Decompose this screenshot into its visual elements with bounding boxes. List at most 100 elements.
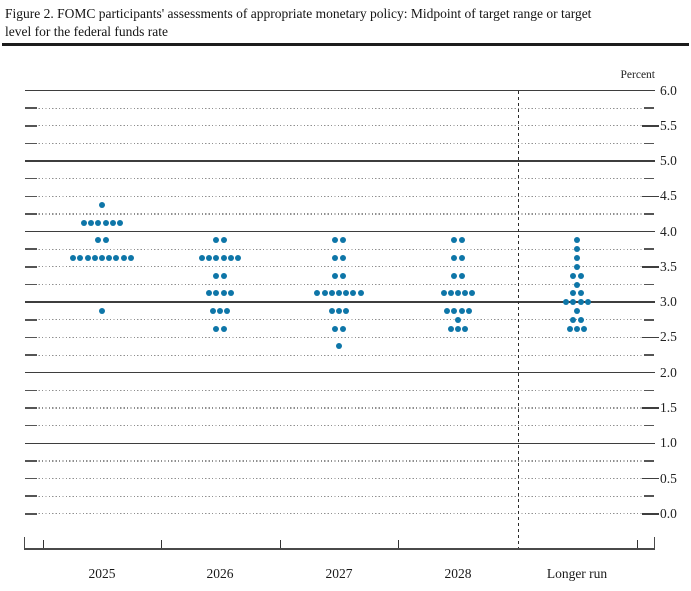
policy-rate-dot [339, 325, 346, 332]
policy-rate-dot [102, 237, 109, 244]
policy-rate-dot [454, 325, 461, 332]
dot-row [574, 281, 580, 288]
dot-row [81, 219, 123, 226]
policy-rate-dot [127, 255, 134, 262]
gridline-dotted [25, 266, 642, 268]
gridline-dotted [25, 513, 642, 515]
gridline-dotted [25, 425, 642, 427]
policy-rate-dot [332, 325, 339, 332]
policy-rate-dot [332, 255, 339, 262]
y-tick-label: 2.5 [660, 329, 677, 345]
policy-rate-dot [206, 290, 213, 297]
policy-rate-dot [343, 290, 350, 297]
policy-rate-dot [95, 237, 102, 244]
gridline-right-tick [644, 354, 654, 356]
gridline-left-tick [25, 142, 37, 145]
dot-row [574, 246, 580, 253]
policy-rate-dot [99, 202, 105, 209]
gridline-right-tick [642, 477, 659, 480]
policy-rate-dot [321, 290, 328, 297]
dot-row [332, 272, 346, 279]
dot-row [574, 263, 580, 270]
policy-rate-dot [577, 299, 584, 306]
dot-row [563, 299, 591, 306]
policy-rate-dot [458, 308, 465, 314]
x-category-label: 2025 [88, 566, 116, 581]
gridline-right-tick [642, 266, 659, 268]
policy-rate-dot [328, 290, 335, 297]
policy-rate-dot [465, 308, 472, 314]
dot-row [574, 255, 580, 262]
x-axis-end-bracket [653, 537, 656, 548]
gridline-dotted [25, 319, 642, 321]
dot-row [451, 255, 465, 262]
dot-row [209, 308, 231, 314]
policy-rate-dot [213, 325, 220, 332]
gridline-left-tick [25, 424, 37, 427]
gridline-dotted [25, 477, 642, 480]
gridline-right-tick [644, 177, 654, 180]
gridline-dotted [25, 495, 642, 497]
dot-row [332, 255, 346, 262]
policy-rate-dot [566, 325, 573, 332]
policy-rate-dot [332, 272, 339, 279]
gridline-dotted [25, 213, 642, 215]
policy-rate-dot [213, 237, 220, 244]
gridline-solid [25, 372, 655, 374]
policy-rate-dot [227, 290, 234, 297]
gridline-solid [25, 89, 655, 92]
policy-rate-dot [584, 299, 591, 306]
policy-rate-dot [469, 290, 476, 297]
y-tick-label: 6.0 [660, 82, 677, 98]
policy-rate-dot [570, 290, 577, 297]
dot-row [574, 308, 580, 314]
policy-rate-dot [343, 308, 350, 314]
policy-rate-dot [570, 299, 577, 306]
policy-rate-dot [120, 255, 127, 262]
policy-rate-dot [454, 290, 461, 297]
dot-row [447, 325, 469, 332]
policy-rate-dot [570, 316, 577, 323]
policy-rate-dot [216, 308, 223, 314]
x-category-label: Longer run [546, 566, 608, 581]
gridline-dotted [25, 195, 642, 197]
policy-rate-dot [98, 255, 105, 262]
x-axis-end-bracket [23, 537, 26, 548]
dot-row [570, 272, 584, 279]
policy-rate-dot [84, 255, 91, 262]
gridline-dotted [25, 336, 642, 339]
policy-rate-dot [220, 272, 227, 279]
x-axis-tick [161, 540, 163, 548]
policy-rate-dot [339, 237, 346, 244]
longer-run-separator [518, 90, 520, 548]
gridline-left-tick [25, 477, 37, 480]
policy-rate-dot [109, 219, 116, 226]
gridline-dotted [25, 283, 642, 286]
gridline-right-tick [644, 424, 654, 427]
gridline-solid [25, 230, 655, 233]
gridline-right-tick [642, 195, 659, 198]
policy-rate-dot [220, 325, 227, 332]
dot-row [440, 290, 476, 297]
dot-row [99, 202, 105, 209]
policy-rate-dot [81, 219, 87, 226]
dot-row [566, 325, 588, 332]
y-tick-label: 0.0 [660, 505, 677, 521]
gridline-left-tick [25, 248, 37, 251]
y-tick-label: 1.0 [660, 435, 677, 451]
policy-rate-dot [77, 255, 84, 262]
policy-rate-dot [70, 255, 77, 262]
policy-rate-dot [350, 290, 357, 297]
policy-rate-dot [451, 255, 458, 262]
policy-rate-dot [577, 272, 584, 279]
policy-rate-dot [113, 255, 120, 262]
y-tick-label: 4.0 [660, 223, 677, 239]
policy-rate-dot [220, 237, 227, 244]
gridline-dotted [25, 178, 642, 180]
gridline-right-tick [644, 142, 654, 145]
policy-rate-dot [570, 272, 577, 279]
policy-rate-dot [209, 308, 216, 314]
y-tick-label: 1.5 [660, 400, 677, 416]
policy-rate-dot [106, 255, 113, 262]
